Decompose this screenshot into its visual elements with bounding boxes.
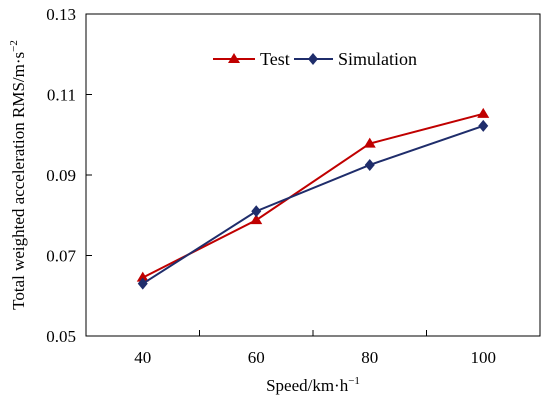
legend-test-label: Test [260,49,290,69]
x-tick-label: 100 [471,348,497,367]
y-tick-label: 0.11 [47,86,76,105]
x-axis-label-text: Speed/km·h [266,376,349,395]
legend-test-marker [228,53,240,63]
data-point-simulation [251,205,262,218]
data-point-simulation [137,277,148,290]
data-point-simulation [478,119,489,132]
y-axis-label-superscript: −2 [8,40,20,52]
y-tick-label: 0.07 [46,247,76,266]
data-point-test [363,137,376,148]
legend-simulation-label: Simulation [338,49,417,69]
legend-simulation-marker [308,53,318,65]
x-tick-label: 60 [248,348,265,367]
y-tick-label: 0.13 [46,5,76,24]
data-point-simulation [364,158,375,171]
y-axis-ticks: 0.05 0.07 0.09 0.11 0.13 [46,5,92,346]
data-point-test [250,214,263,225]
x-axis-label-superscript: −1 [348,375,360,387]
x-tick-label: 40 [134,348,151,367]
series-layer [136,107,490,290]
x-axis-label: Speed/km·h−1 [266,375,360,395]
data-point-test [477,107,490,118]
x-tick-label: 80 [361,348,378,367]
x-axis-ticks: 40 60 80 100 [134,330,496,367]
series-line-simulation [142,124,484,285]
y-tick-label: 0.09 [46,166,76,185]
y-tick-label: 0.05 [46,327,76,346]
y-axis-label-text: Total weighted acceleration RMS/m·s [9,52,28,310]
series-line-test [142,112,484,279]
y-axis-label: Total weighted acceleration RMS/m·s−2 [8,40,28,310]
data-point-test [136,271,149,282]
legend: Test Simulation [213,49,417,69]
